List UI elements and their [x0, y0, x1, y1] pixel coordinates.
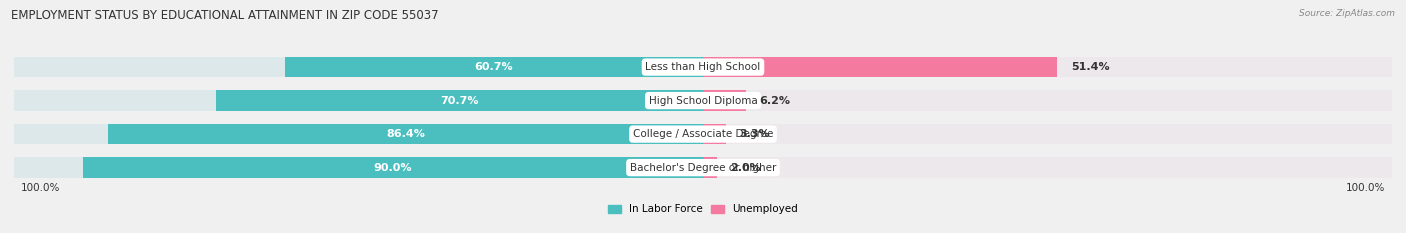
- Text: 51.4%: 51.4%: [1071, 62, 1109, 72]
- Bar: [83, 157, 703, 178]
- Bar: [14, 57, 703, 77]
- Text: 90.0%: 90.0%: [374, 163, 412, 173]
- Text: 100.0%: 100.0%: [21, 183, 60, 193]
- Text: EMPLOYMENT STATUS BY EDUCATIONAL ATTAINMENT IN ZIP CODE 55037: EMPLOYMENT STATUS BY EDUCATIONAL ATTAINM…: [11, 9, 439, 22]
- Bar: [703, 57, 1057, 77]
- Text: 60.7%: 60.7%: [475, 62, 513, 72]
- Bar: [108, 124, 703, 144]
- Text: 6.2%: 6.2%: [759, 96, 790, 106]
- Text: 86.4%: 86.4%: [385, 129, 425, 139]
- Bar: [217, 90, 703, 111]
- Text: 100.0%: 100.0%: [1346, 183, 1385, 193]
- Legend: In Labor Force, Unemployed: In Labor Force, Unemployed: [605, 200, 801, 219]
- Bar: [703, 157, 717, 178]
- Bar: [703, 90, 745, 111]
- Bar: [14, 124, 703, 144]
- Text: College / Associate Degree: College / Associate Degree: [633, 129, 773, 139]
- Bar: [14, 90, 703, 111]
- Text: 70.7%: 70.7%: [440, 96, 478, 106]
- Bar: [285, 57, 703, 77]
- Bar: [703, 90, 1392, 111]
- Text: Bachelor's Degree or higher: Bachelor's Degree or higher: [630, 163, 776, 173]
- Bar: [703, 157, 1392, 178]
- Text: Source: ZipAtlas.com: Source: ZipAtlas.com: [1299, 9, 1395, 18]
- Text: 2.0%: 2.0%: [731, 163, 761, 173]
- Bar: [703, 124, 725, 144]
- Text: High School Diploma: High School Diploma: [648, 96, 758, 106]
- Bar: [703, 57, 1392, 77]
- Bar: [14, 157, 703, 178]
- Bar: [703, 124, 1392, 144]
- Text: Less than High School: Less than High School: [645, 62, 761, 72]
- Text: 3.3%: 3.3%: [740, 129, 770, 139]
